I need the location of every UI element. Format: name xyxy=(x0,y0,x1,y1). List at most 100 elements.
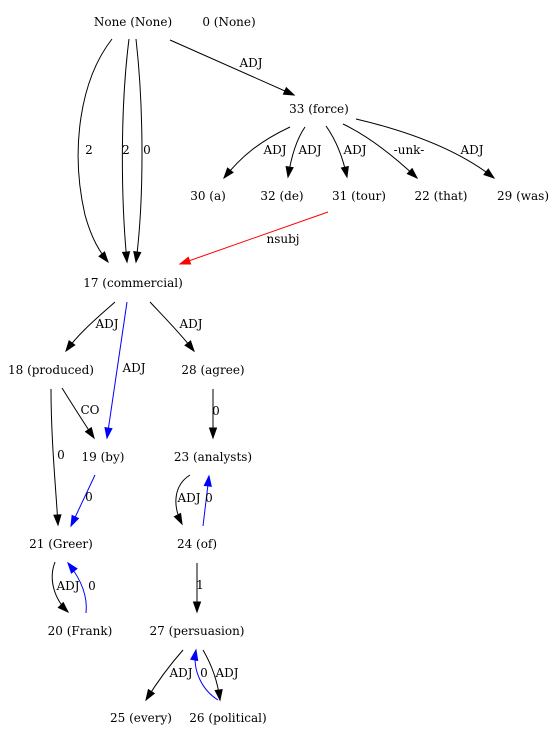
edge-label: 0 xyxy=(200,666,208,680)
arrowhead xyxy=(70,514,80,528)
edge-label: 0 xyxy=(88,579,96,593)
edge-n26-to-n27: 0 xyxy=(190,648,219,701)
edge-label: ADJ xyxy=(168,666,192,680)
edge-n21-to-n20: ADJ xyxy=(51,561,80,614)
node-n30: 30 (a) xyxy=(190,189,226,203)
edge-label: nsubj xyxy=(266,232,299,246)
edge-label: ADJ xyxy=(262,143,286,157)
edge-label: ADJ xyxy=(178,317,202,331)
arrowhead xyxy=(340,165,349,179)
edge-n17-to-n19: ADJ xyxy=(104,301,146,440)
arrowhead xyxy=(203,474,212,487)
edge-n33-to-n31: ADJ xyxy=(325,125,367,179)
edge-line xyxy=(135,38,143,263)
edge-label: ADJ xyxy=(94,317,118,331)
arrowhead xyxy=(67,561,78,574)
arrowhead xyxy=(173,512,183,526)
edge-label: 2 xyxy=(85,143,93,157)
edge-none-to-n17: 2 xyxy=(77,38,113,264)
edge-label: 0 xyxy=(57,448,65,462)
arrowhead xyxy=(192,601,202,614)
edge-n33-to-n22: -unk- xyxy=(342,123,425,180)
edge-n28-to-n23: 0 xyxy=(208,389,220,440)
arrowhead xyxy=(282,86,296,96)
edge-label: ADJ xyxy=(238,56,262,70)
edge-label: -unk- xyxy=(394,143,425,157)
edge-label: 2 xyxy=(122,143,130,157)
edge-none-to-n33: ADJ xyxy=(169,39,296,96)
node-n28: 28 (agree) xyxy=(181,363,244,377)
node-n25: 25 (every) xyxy=(110,711,172,725)
arrowhead xyxy=(483,168,496,179)
edge-label: ADJ xyxy=(121,361,145,375)
arrowhead xyxy=(133,251,142,264)
node-n29: 29 (was) xyxy=(497,189,549,203)
edge-label: ADJ xyxy=(297,143,321,157)
edge-n19-to-n21: 0 xyxy=(70,474,96,528)
arrowhead xyxy=(65,340,76,353)
edge-n31-to-n17: nsubj xyxy=(178,211,329,265)
node-n0: 0 (None) xyxy=(202,15,255,29)
edge-n17-to-n18: ADJ xyxy=(65,301,119,353)
edge-n33-to-n32: ADJ xyxy=(285,126,322,179)
arrowhead xyxy=(406,167,419,180)
edge-label: ADJ xyxy=(55,579,79,593)
edge-label: 0 xyxy=(85,490,93,504)
arrowhead xyxy=(223,167,234,180)
edge-label: ADJ xyxy=(214,666,238,680)
edge-n27-to-n25: ADJ xyxy=(145,649,193,702)
edge-n18-to-n19: CO xyxy=(61,387,100,440)
edge-label: 0 xyxy=(212,404,220,418)
edge-n33-to-n29: ADJ xyxy=(355,118,496,179)
edge-none-to-n17: 2 xyxy=(121,38,131,264)
arrowhead xyxy=(208,427,218,440)
edge-line xyxy=(50,388,59,526)
node-n22: 22 (that) xyxy=(415,189,468,203)
node-n32: 32 (de) xyxy=(260,189,303,203)
arrowhead xyxy=(145,688,156,702)
arrowhead xyxy=(190,648,199,662)
arrowhead xyxy=(98,251,109,264)
edge-n18-to-n21: 0 xyxy=(50,388,65,527)
edge-line xyxy=(106,301,128,439)
edge-n27-to-n26: ADJ xyxy=(202,649,239,702)
edge-n17-to-n28: ADJ xyxy=(149,301,203,353)
arrowhead xyxy=(121,251,131,264)
edge-n23-to-n24: ADJ xyxy=(173,474,201,526)
edge-line xyxy=(355,118,495,179)
edge-label: ADJ xyxy=(459,143,483,157)
edge-line xyxy=(121,38,130,263)
node-n31: 31 (tour) xyxy=(332,189,386,203)
edge-n24-to-n27: 1 xyxy=(192,563,204,614)
arrowhead xyxy=(214,689,223,702)
node-n27: 27 (persuasion) xyxy=(150,624,245,638)
edge-label: ADJ xyxy=(176,491,200,505)
node-n18: 18 (produced) xyxy=(8,363,94,377)
edge-label: 0 xyxy=(143,143,151,157)
node-n26: 26 (political) xyxy=(189,711,266,725)
node-n24: 24 (of) xyxy=(177,537,217,551)
node-n21: 21 (Greer) xyxy=(29,537,93,551)
edge-n20-to-n21: 0 xyxy=(67,561,96,614)
node-n20: 20 (Frank) xyxy=(48,624,113,638)
arrowhead xyxy=(84,426,95,440)
arrowhead xyxy=(184,340,195,353)
edge-n24-to-n23: 0 xyxy=(202,474,213,527)
edge-label: 1 xyxy=(196,578,204,592)
edge-none-to-n17: 0 xyxy=(133,38,151,264)
node-n23: 23 (analysts) xyxy=(174,450,252,464)
edge-line xyxy=(179,211,329,265)
node-n17: 17 (commercial) xyxy=(83,276,183,290)
arrowhead xyxy=(53,514,62,527)
node-none: None (None) xyxy=(94,15,172,29)
edge-label: 0 xyxy=(205,491,213,505)
arrowhead xyxy=(285,165,294,179)
edge-label: ADJ xyxy=(342,143,366,157)
edge-line xyxy=(169,39,295,96)
node-n33: 33 (force) xyxy=(289,102,349,116)
node-n19: 19 (by) xyxy=(82,450,125,464)
edge-label: CO xyxy=(80,403,99,417)
edge-line xyxy=(77,38,113,263)
